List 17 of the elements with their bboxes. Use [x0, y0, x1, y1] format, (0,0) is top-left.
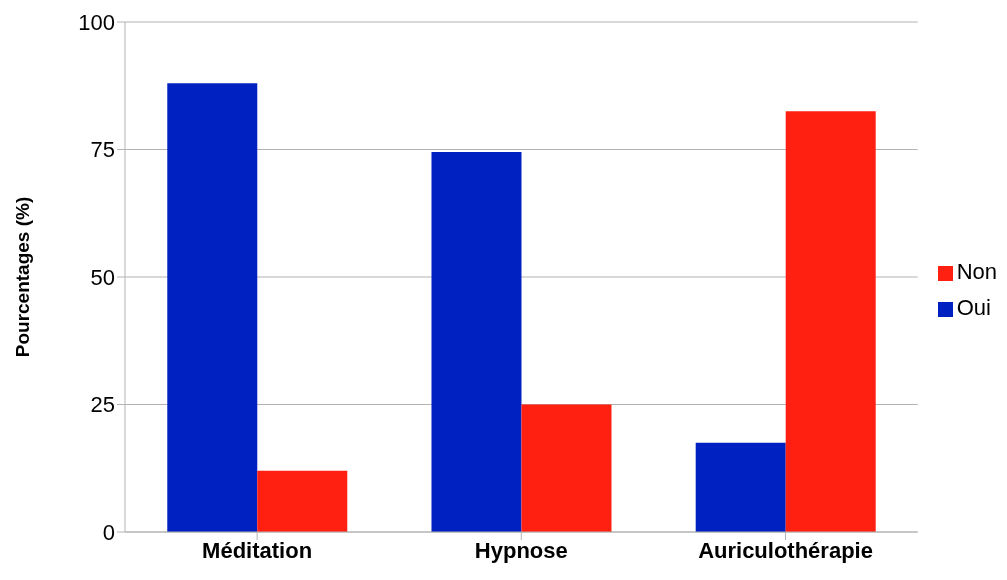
legend-label: Non	[956, 259, 997, 284]
y-tick-label: 25	[90, 392, 115, 418]
x-tick-label: Hypnose	[474, 537, 568, 563]
y-axis-title: Pourcentages (%)	[11, 196, 33, 358]
legend-label: Oui	[956, 295, 991, 320]
x-tick-label: Méditation	[202, 537, 313, 563]
bar	[257, 470, 348, 532]
y-tick-label: 75	[90, 137, 115, 163]
bar	[167, 83, 258, 532]
y-tick-label: 0	[102, 519, 115, 545]
y-tick-label: 100	[78, 9, 115, 35]
bar	[785, 111, 876, 532]
bar	[431, 152, 522, 532]
bar	[695, 442, 786, 532]
bar	[521, 404, 612, 532]
x-tick-label: Auriculothérapie	[698, 537, 873, 563]
y-tick-label: 50	[90, 264, 115, 290]
